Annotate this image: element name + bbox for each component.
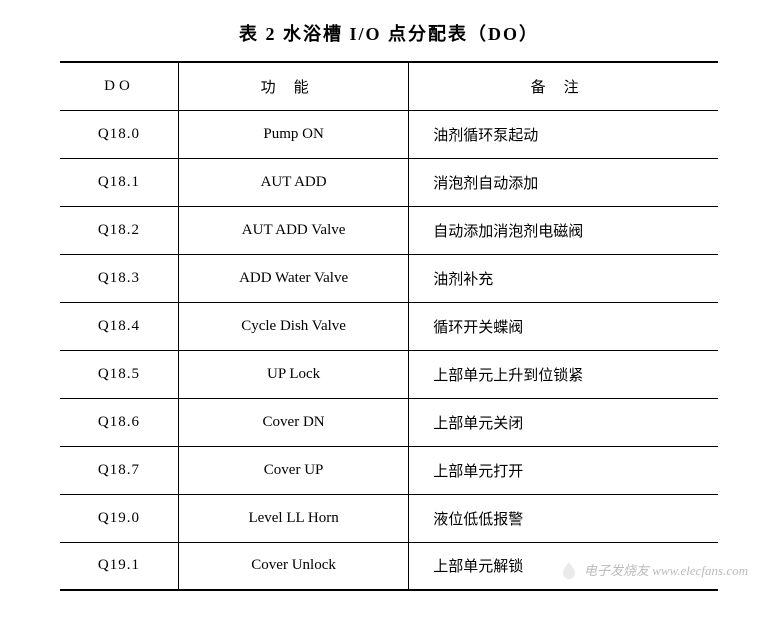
cell-note: 油剂补充 — [409, 254, 718, 302]
cell-note: 上部单元解锁 — [409, 542, 718, 590]
cell-do: Q18.2 — [60, 206, 178, 254]
cell-note: 消泡剂自动添加 — [409, 158, 718, 206]
cell-note: 自动添加消泡剂电磁阀 — [409, 206, 718, 254]
cell-func: Cover Unlock — [178, 542, 408, 590]
table-row: Q19.0 Level LL Horn 液位低低报警 — [60, 494, 718, 542]
cell-note: 油剂循环泵起动 — [409, 110, 718, 158]
cell-func: Level LL Horn — [178, 494, 408, 542]
col-header-note: 备注 — [409, 62, 718, 110]
cell-do: Q18.5 — [60, 350, 178, 398]
cell-do: Q18.4 — [60, 302, 178, 350]
table-row: Q18.6 Cover DN 上部单元关闭 — [60, 398, 718, 446]
cell-do: Q18.6 — [60, 398, 178, 446]
col-header-func: 功能 — [178, 62, 408, 110]
cell-note: 循环开关蝶阀 — [409, 302, 718, 350]
cell-func: Cover DN — [178, 398, 408, 446]
cell-func: AUT ADD — [178, 158, 408, 206]
table-row: Q18.3 ADD Water Valve 油剂补充 — [60, 254, 718, 302]
table-row: Q18.2 AUT ADD Valve 自动添加消泡剂电磁阀 — [60, 206, 718, 254]
table-row: Q19.1 Cover Unlock 上部单元解锁 — [60, 542, 718, 590]
cell-note: 液位低低报警 — [409, 494, 718, 542]
cell-note: 上部单元上升到位锁紧 — [409, 350, 718, 398]
col-header-do: DO — [60, 62, 178, 110]
cell-do: Q18.7 — [60, 446, 178, 494]
cell-func: ADD Water Valve — [178, 254, 408, 302]
table-row: Q18.0 Pump ON 油剂循环泵起动 — [60, 110, 718, 158]
cell-do: Q18.0 — [60, 110, 178, 158]
table-title: 表 2 水浴槽 I/O 点分配表（DO） — [60, 20, 718, 46]
cell-do: Q19.1 — [60, 542, 178, 590]
table-row: Q18.5 UP Lock 上部单元上升到位锁紧 — [60, 350, 718, 398]
cell-note: 上部单元关闭 — [409, 398, 718, 446]
cell-do: Q19.0 — [60, 494, 178, 542]
cell-func: AUT ADD Valve — [178, 206, 408, 254]
cell-func: Pump ON — [178, 110, 408, 158]
cell-do: Q18.1 — [60, 158, 178, 206]
io-allocation-table: DO 功能 备注 Q18.0 Pump ON 油剂循环泵起动 Q18.1 AUT… — [60, 61, 718, 591]
table-header-row: DO 功能 备注 — [60, 62, 718, 110]
cell-do: Q18.3 — [60, 254, 178, 302]
table-row: Q18.7 Cover UP 上部单元打开 — [60, 446, 718, 494]
cell-func: Cycle Dish Valve — [178, 302, 408, 350]
cell-func: Cover UP — [178, 446, 408, 494]
cell-note: 上部单元打开 — [409, 446, 718, 494]
table-row: Q18.4 Cycle Dish Valve 循环开关蝶阀 — [60, 302, 718, 350]
cell-func: UP Lock — [178, 350, 408, 398]
table-row: Q18.1 AUT ADD 消泡剂自动添加 — [60, 158, 718, 206]
